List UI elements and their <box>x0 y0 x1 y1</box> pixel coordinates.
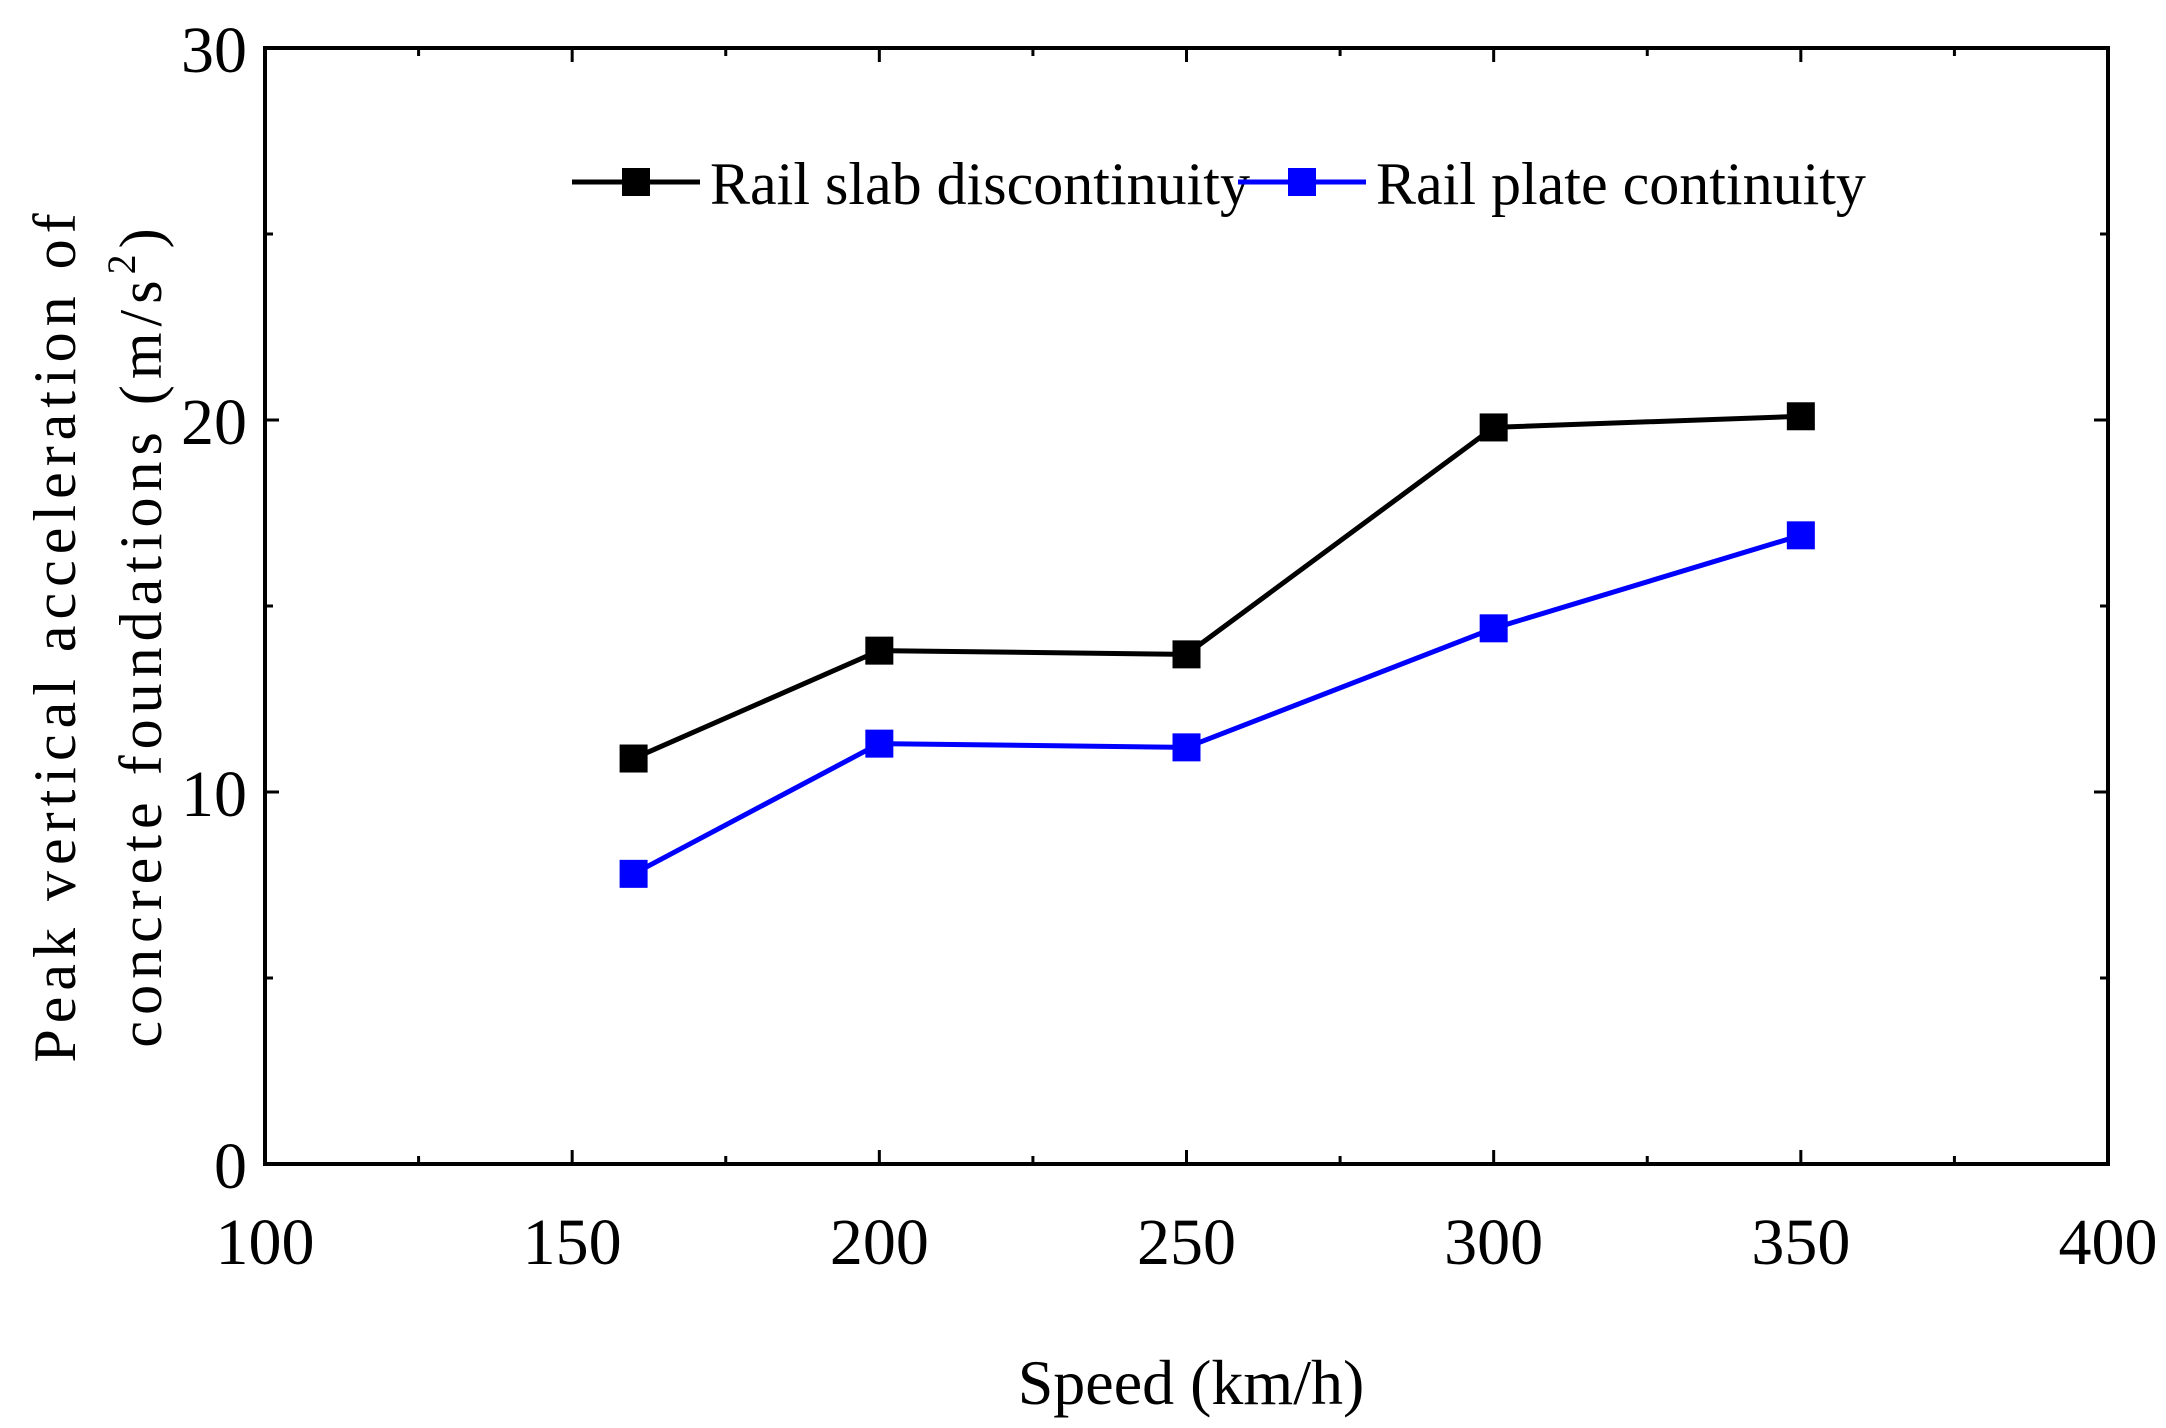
x-axis-title: Speed (km/h) <box>1018 1347 1365 1418</box>
legend-marker-rail-slab-discontinuity <box>622 168 650 196</box>
data-point <box>1786 402 1815 431</box>
x-tick-label: 350 <box>1751 1206 1850 1279</box>
data-point <box>1172 733 1201 762</box>
legend: Rail slab discontinuity Rail plate conti… <box>572 151 1866 217</box>
y-axis-title-line1: Peak vertical acceleration of <box>22 207 88 1062</box>
y-tick-label: 20 <box>181 386 247 459</box>
x-tick-label: 250 <box>1137 1206 1236 1279</box>
y-axis-title-line2: concrete foundations (m/s2) <box>99 222 174 1047</box>
data-point <box>865 636 894 665</box>
legend-label-rail-plate-continuity: Rail plate continuity <box>1376 151 1866 217</box>
data-point <box>1172 640 1201 669</box>
series-layer <box>619 402 1815 888</box>
data-point <box>619 859 648 888</box>
y-axis-title-line2-prefix: concrete foundations (m/s <box>108 274 174 1047</box>
y-tick-label: 0 <box>214 1130 247 1203</box>
series-line-rail-plate-continuity <box>632 532 1802 877</box>
series-rail-slab-discontinuity <box>619 402 1815 773</box>
data-point <box>1479 614 1508 643</box>
legend-item-rail-slab-discontinuity: Rail slab discontinuity <box>572 151 1250 217</box>
axis-tick-labels: 100 150 200 250 300 350 400 0 10 20 30 <box>181 14 2158 1279</box>
data-point <box>1786 521 1815 550</box>
x-tick-label: 150 <box>523 1206 622 1279</box>
legend-marker-rail-plate-continuity <box>1288 168 1316 196</box>
axis-ticks <box>263 46 2110 1166</box>
y-axis-title: Peak vertical acceleration of concrete f… <box>22 207 174 1062</box>
x-tick-label: 400 <box>2059 1206 2158 1279</box>
x-tick-label: 300 <box>1444 1206 1543 1279</box>
data-point <box>865 729 894 758</box>
x-tick-label: 100 <box>216 1206 315 1279</box>
x-tick-label: 200 <box>830 1206 929 1279</box>
data-point <box>619 744 648 773</box>
y-tick-label: 10 <box>181 758 247 831</box>
legend-label-rail-slab-discontinuity: Rail slab discontinuity <box>710 151 1250 217</box>
y-axis-title-superscript: 2 <box>99 248 144 274</box>
data-point <box>1479 413 1508 442</box>
y-tick-label: 30 <box>181 14 247 87</box>
y-axis-title-line2-suffix: ) <box>108 222 174 248</box>
legend-item-rail-plate-continuity: Rail plate continuity <box>1238 151 1866 217</box>
series-rail-plate-continuity <box>619 521 1815 888</box>
